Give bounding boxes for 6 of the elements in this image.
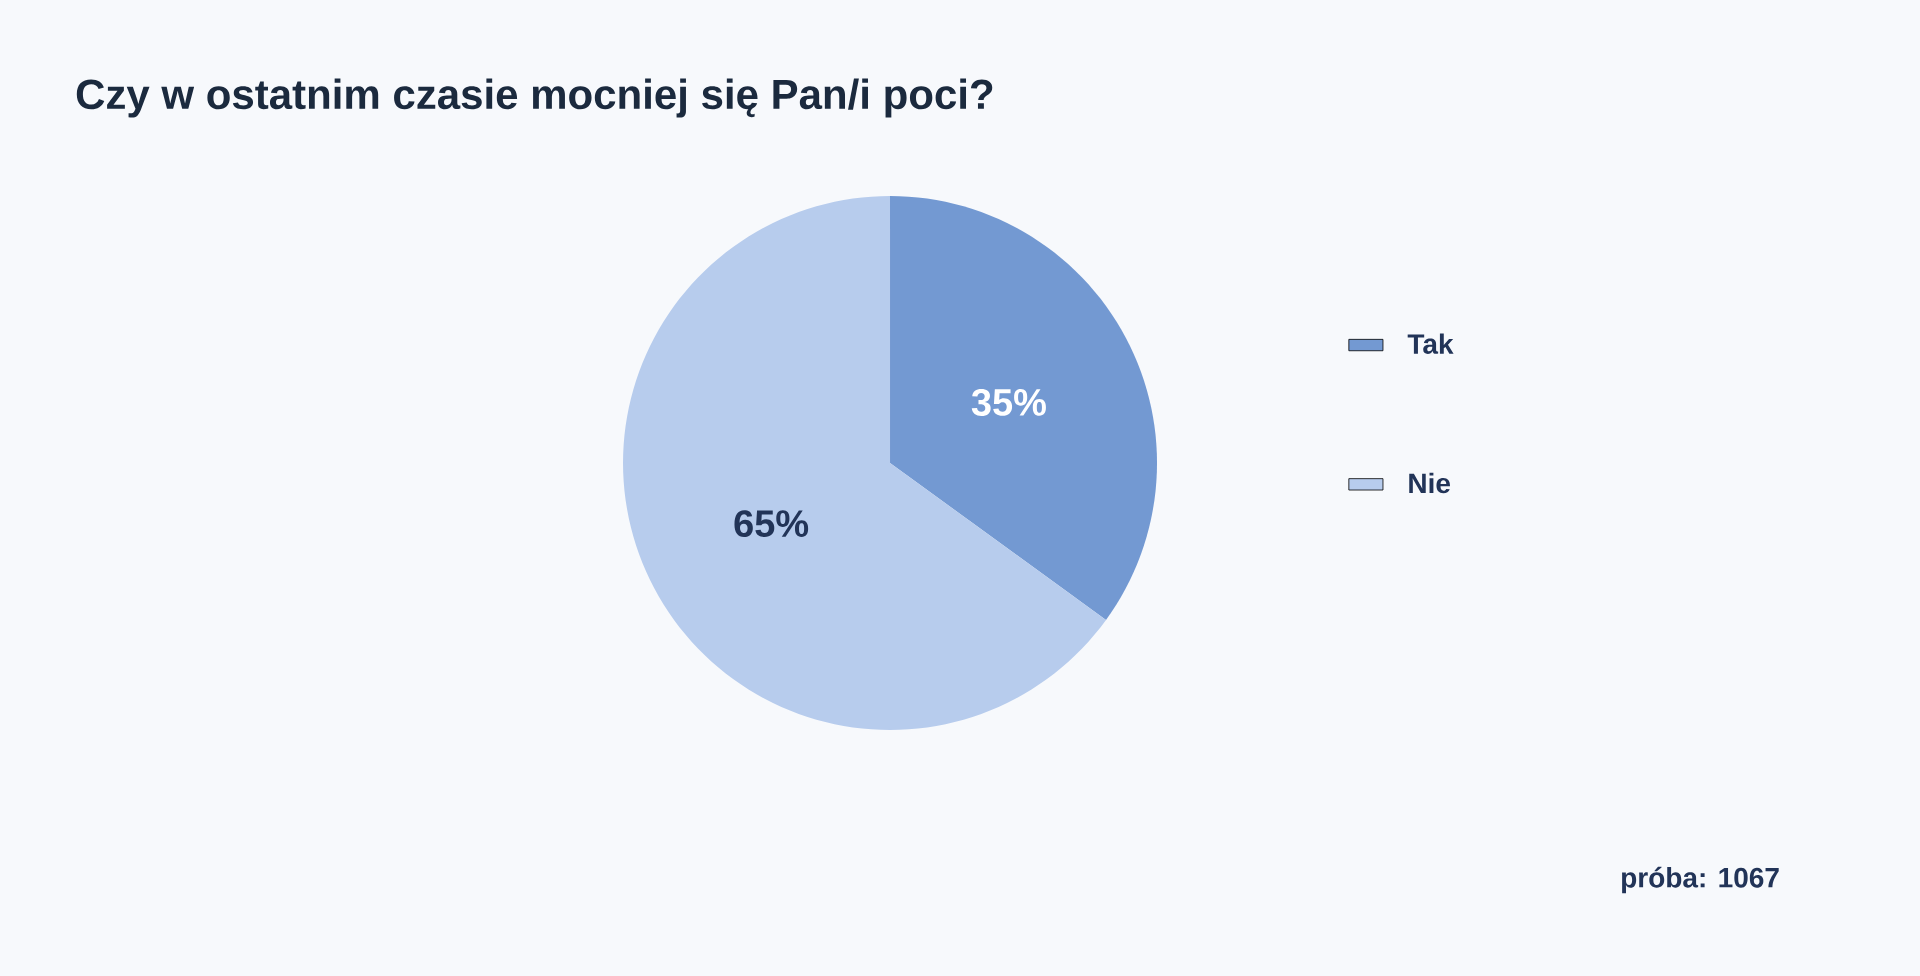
chart-title: Czy w ostatnim czasie mocniej się Pan/i poci? <box>76 78 993 118</box>
data-label: 35% <box>971 388 1046 416</box>
legend-label: Nie <box>1409 472 1450 494</box>
legend-label: Tak <box>1407 333 1454 354</box>
data-label: 65% <box>734 510 809 538</box>
text: próba: 1067 <box>1622 866 1779 894</box>
